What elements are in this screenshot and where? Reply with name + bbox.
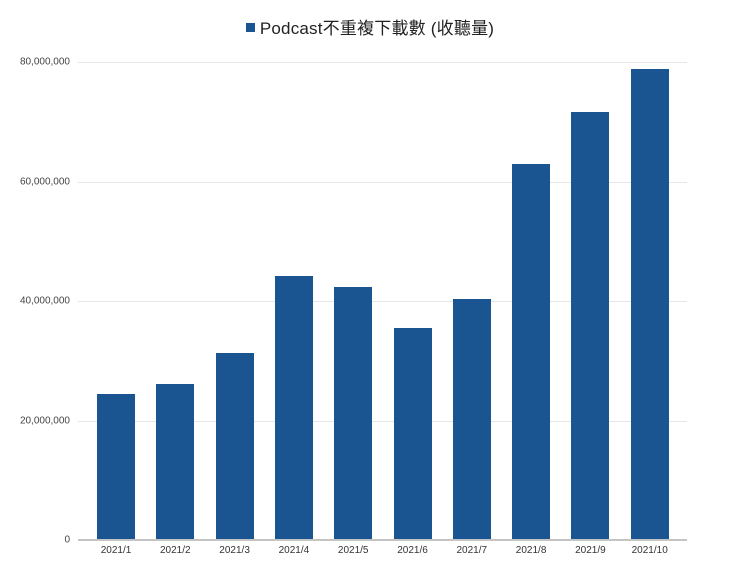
x-tick-label: 2021/8 <box>515 545 547 556</box>
chart-legend: Podcast不重複下載數 (收聽量) <box>0 14 740 39</box>
gridline <box>78 420 687 422</box>
y-tick-label: 0 <box>64 534 70 546</box>
x-tick-label: 2021/9 <box>575 545 606 556</box>
bar[interactable] <box>512 163 551 539</box>
y-tick-label: 60,000,000 <box>19 176 70 187</box>
bar[interactable] <box>334 286 373 539</box>
bar[interactable] <box>571 111 610 539</box>
x-tick-label: 2021/4 <box>278 545 310 556</box>
x-axis-line <box>78 539 687 541</box>
x-tick-label: 2021/5 <box>337 545 369 556</box>
y-tick-label: 80,000,000 <box>19 56 70 68</box>
legend-label: Podcast不重複下載數 (收聽量) <box>259 19 495 38</box>
bar[interactable] <box>156 383 195 539</box>
x-tick-label: 2021/6 <box>397 545 428 556</box>
y-tick-label: 40,000,000 <box>19 295 70 307</box>
x-tick-label: 2021/10 <box>631 545 668 556</box>
bar[interactable] <box>97 393 135 539</box>
x-tick-label: 2021/2 <box>160 545 191 556</box>
bar[interactable] <box>215 353 254 539</box>
gridline <box>78 181 687 183</box>
x-tick-label: 2021/1 <box>100 545 132 556</box>
x-tick-label: 2021/3 <box>219 545 250 556</box>
plot-area <box>78 62 687 541</box>
bar[interactable] <box>274 275 313 539</box>
x-tick-label: 2021/7 <box>456 545 488 556</box>
bar[interactable] <box>393 327 432 539</box>
y-tick-label: 20,000,000 <box>19 415 70 426</box>
bar[interactable] <box>630 68 669 539</box>
bar[interactable] <box>452 299 491 539</box>
legend-swatch-icon <box>245 23 255 32</box>
gridline <box>78 301 687 302</box>
gridline <box>78 62 687 63</box>
